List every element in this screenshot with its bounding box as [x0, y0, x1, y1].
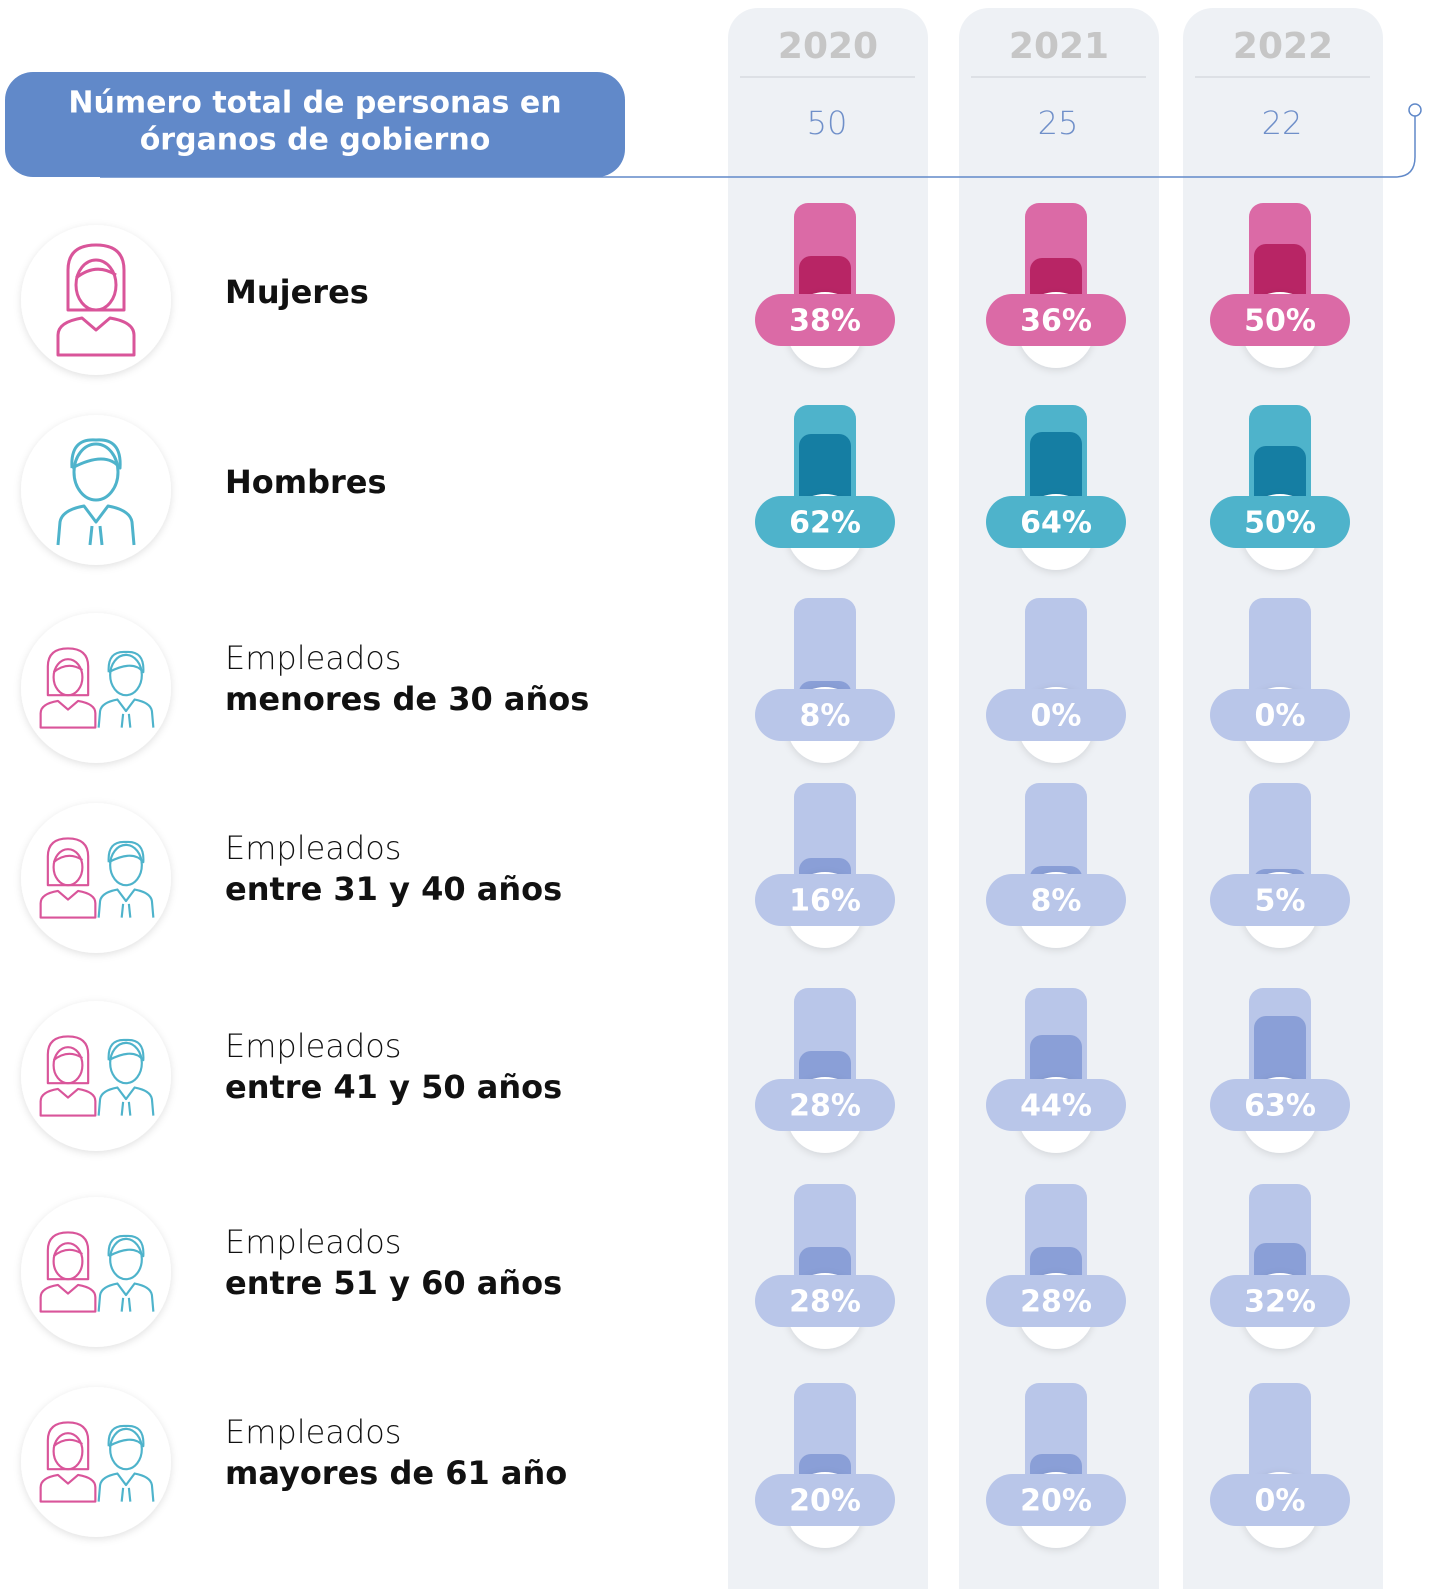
- value-label: 0%: [1255, 1484, 1306, 1519]
- value-label: 64%: [1020, 506, 1092, 541]
- value-label: 20%: [1020, 1484, 1092, 1519]
- header-title: órganos de gobierno: [140, 123, 491, 158]
- icon-circle: [21, 415, 171, 565]
- row-label: Empleados: [225, 639, 401, 677]
- value-label: 20%: [789, 1484, 861, 1519]
- icon-circle: [21, 1001, 171, 1151]
- row-label-bold: mayores de 61 año: [225, 1454, 567, 1492]
- value-pill: [1210, 1079, 1350, 1131]
- value-pill: [755, 496, 895, 548]
- total-value: 50: [807, 104, 848, 142]
- fill-level: [1254, 1016, 1306, 1093]
- row-label-bold: entre 41 y 50 años: [225, 1068, 562, 1106]
- value-pill: [755, 874, 895, 926]
- value-pill: [1210, 689, 1350, 741]
- value-label: 8%: [800, 699, 851, 734]
- value-label: 63%: [1244, 1089, 1316, 1124]
- row-label-bold: entre 51 y 60 años: [225, 1264, 562, 1302]
- value-pill: [986, 874, 1126, 926]
- value-pill: [755, 1474, 895, 1526]
- header-pill: [5, 72, 625, 177]
- value-pill: [986, 1474, 1126, 1526]
- value-label: 28%: [789, 1285, 861, 1320]
- value-label: 36%: [1020, 304, 1092, 339]
- fill-level: [1254, 244, 1306, 308]
- value-pill: [1210, 294, 1350, 346]
- value-label: 28%: [1020, 1285, 1092, 1320]
- fill-level: [1254, 446, 1306, 510]
- row-label-bold: Mujeres: [225, 273, 369, 311]
- year-label: 2022: [1233, 26, 1333, 67]
- value-pill: [986, 294, 1126, 346]
- value-label: 50%: [1244, 506, 1316, 541]
- value-pill: [986, 496, 1126, 548]
- value-label: 50%: [1244, 304, 1316, 339]
- tube: [1025, 598, 1087, 715]
- value-label: 0%: [1255, 699, 1306, 734]
- fill-level: [799, 434, 851, 510]
- value-label: 16%: [789, 884, 861, 919]
- value-label: 0%: [1031, 699, 1082, 734]
- value-pill: [986, 1079, 1126, 1131]
- tube: [1249, 1383, 1311, 1500]
- row-label: Empleados: [225, 1413, 401, 1451]
- row-label-bold: entre 31 y 40 años: [225, 870, 562, 908]
- value-pill: [1210, 874, 1350, 926]
- row-label: Empleados: [225, 1027, 401, 1065]
- row-label: Empleados: [225, 829, 401, 867]
- value-label: 44%: [1020, 1089, 1092, 1124]
- value-pill: [986, 1275, 1126, 1327]
- row-label-bold: Hombres: [225, 463, 387, 501]
- value-label: 28%: [789, 1089, 861, 1124]
- row-label-bold: menores de 30 años: [225, 680, 589, 718]
- connector-line: [100, 116, 1416, 178]
- value-label: 62%: [789, 506, 861, 541]
- value-label: 5%: [1255, 884, 1306, 919]
- total-value: 22: [1262, 104, 1303, 142]
- value-pill: [755, 1079, 895, 1131]
- icon-circle: [21, 613, 171, 763]
- tube: [1249, 598, 1311, 715]
- content: Mujeres 38% 36% 50% Hombres 62% 64% 50% Empleado…: [21, 203, 1350, 1548]
- icon-circle: [21, 225, 171, 375]
- fill-level: [1030, 1035, 1082, 1093]
- value-pill: [986, 689, 1126, 741]
- connector-dot: [1408, 103, 1422, 117]
- value-pill: [1210, 1474, 1350, 1526]
- value-label: 38%: [789, 304, 861, 339]
- value-pill: [1210, 496, 1350, 548]
- value-pill: [755, 689, 895, 741]
- value-label: 32%: [1244, 1285, 1316, 1320]
- icon-circle: [21, 1387, 171, 1537]
- value-pill: [755, 294, 895, 346]
- year-label: 2021: [1009, 26, 1109, 67]
- value-pill: [1210, 1275, 1350, 1327]
- value-label: 8%: [1031, 884, 1082, 919]
- row-label: Empleados: [225, 1223, 401, 1261]
- total-value: 25: [1038, 104, 1079, 142]
- value-pill: [755, 1275, 895, 1327]
- icon-circle: [21, 803, 171, 953]
- icon-circle: [21, 1197, 171, 1347]
- year-label: 2020: [778, 26, 878, 67]
- fill-level: [1030, 432, 1082, 510]
- header-title: Número total de personas en: [68, 86, 561, 121]
